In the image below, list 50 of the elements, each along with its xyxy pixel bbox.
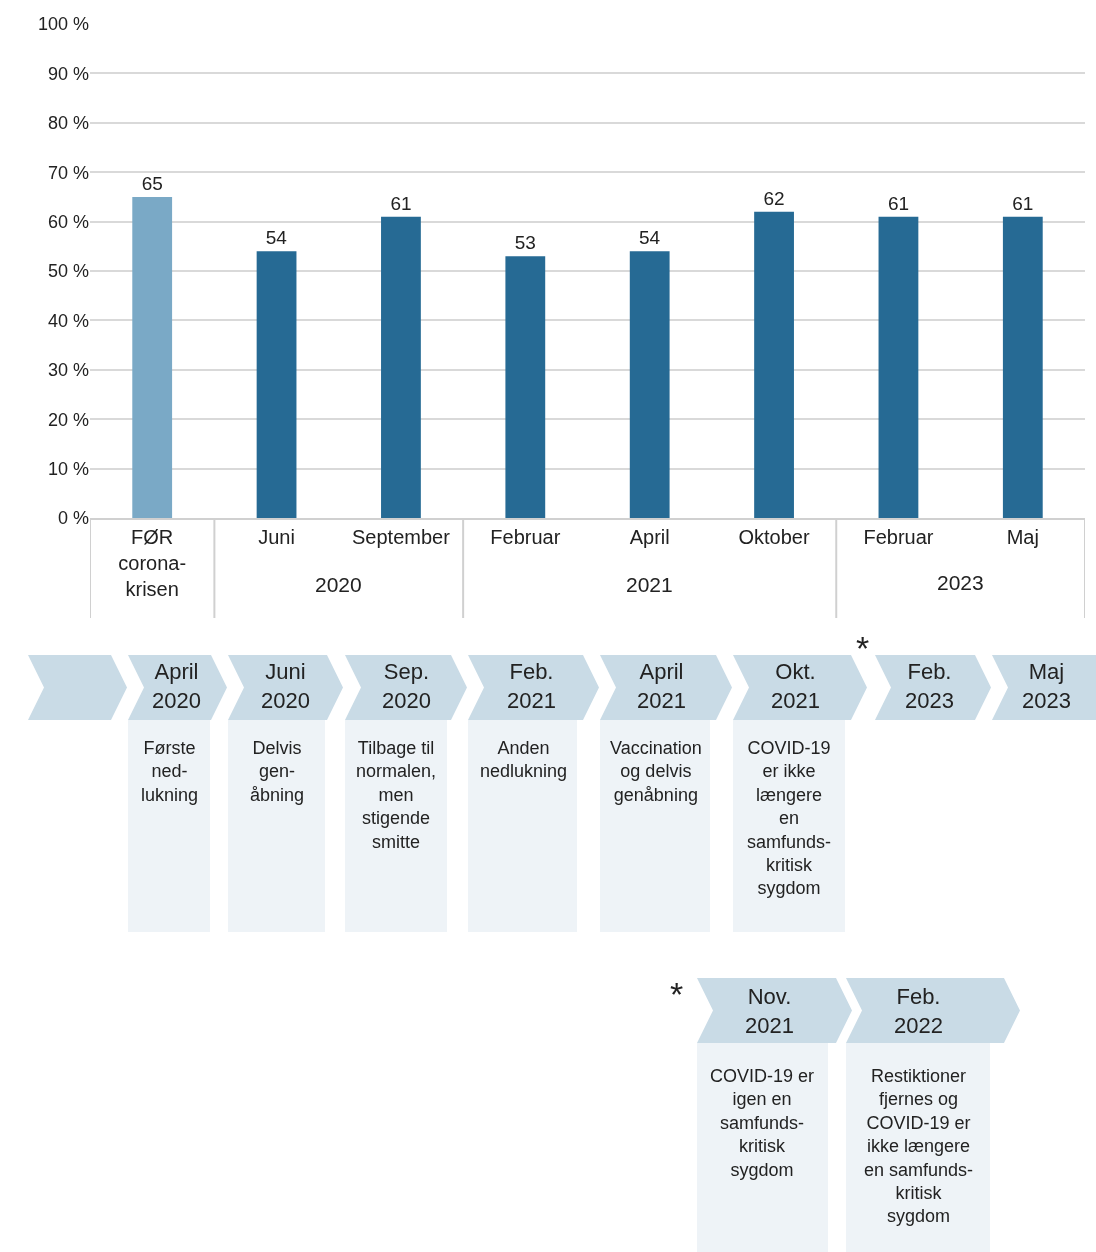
text: April 2020 <box>152 659 201 713</box>
x-tick-label: Juni <box>258 526 295 548</box>
data-label: 61 <box>390 192 412 214</box>
text: 2023 <box>937 571 984 594</box>
data-label: 62 <box>763 187 785 209</box>
y-tick-label: 30 % <box>47 360 89 381</box>
text: Sep. 2020 <box>382 659 431 713</box>
text: Maj 2023 <box>1022 659 1071 713</box>
x-tick-label: Oktober <box>738 526 810 548</box>
data-label: 61 <box>887 192 910 214</box>
x-tick-label: September <box>352 526 451 548</box>
text: Nov. 2021 <box>745 984 794 1038</box>
y-tick-label: 100 % <box>37 14 89 35</box>
x-tick-label: FØR corona- krisen <box>118 526 187 600</box>
y-tick-label: 70 % <box>47 162 89 183</box>
y-tick-label: 90 % <box>47 63 89 84</box>
text: COVID-19 er igen en samfunds- kritisk sygdom <box>710 1066 815 1180</box>
x-tick-label: Februar <box>863 526 934 548</box>
text: April 2021 <box>637 659 686 713</box>
y-tick-label: 60 % <box>47 211 89 232</box>
y-tick-label: 50 % <box>47 261 89 282</box>
text: Feb. 2021 <box>507 659 556 713</box>
text: Feb. 2022 <box>894 984 943 1038</box>
data-label: 54 <box>265 227 288 249</box>
x-tick-label: April <box>629 526 670 548</box>
text: Første ned- lukning <box>141 738 199 805</box>
y-tick-label: 10 % <box>47 458 89 479</box>
data-label: 54 <box>638 227 661 249</box>
text: Okt. 2021 <box>771 659 820 713</box>
text: COVID-19 er ikke længere en samfunds- kritisk sygdom <box>747 738 832 899</box>
text: * <box>670 975 684 1013</box>
x-tick-label: Februar <box>490 526 561 548</box>
data-label: 65 <box>141 172 163 194</box>
text: Juni 2020 <box>261 659 310 713</box>
text: Anden nedlukning <box>480 738 568 782</box>
x-tick-label: Maj <box>1006 526 1039 548</box>
y-tick-label: 20 % <box>47 409 89 430</box>
text: Vaccination og delvis genåbning <box>610 738 702 805</box>
data-label: 61 <box>1012 192 1034 214</box>
y-tick-label: 0 % <box>57 508 89 529</box>
text: 2020 <box>315 573 362 596</box>
y-tick-label: 80 % <box>47 113 89 134</box>
y-tick-label: 40 % <box>47 310 89 331</box>
text: Delvis gen- åbning <box>250 738 305 805</box>
text: Restiktioner fjernes og COVID-19 er ikke længere en samfunds- kritisk sygdom <box>864 1066 974 1227</box>
data-label: 53 <box>514 232 536 254</box>
text: * <box>856 629 870 667</box>
text: Tilbage til normalen, men stigende smitte <box>356 738 437 852</box>
text: 2021 <box>626 573 673 596</box>
text: Feb. 2023 <box>905 659 954 713</box>
